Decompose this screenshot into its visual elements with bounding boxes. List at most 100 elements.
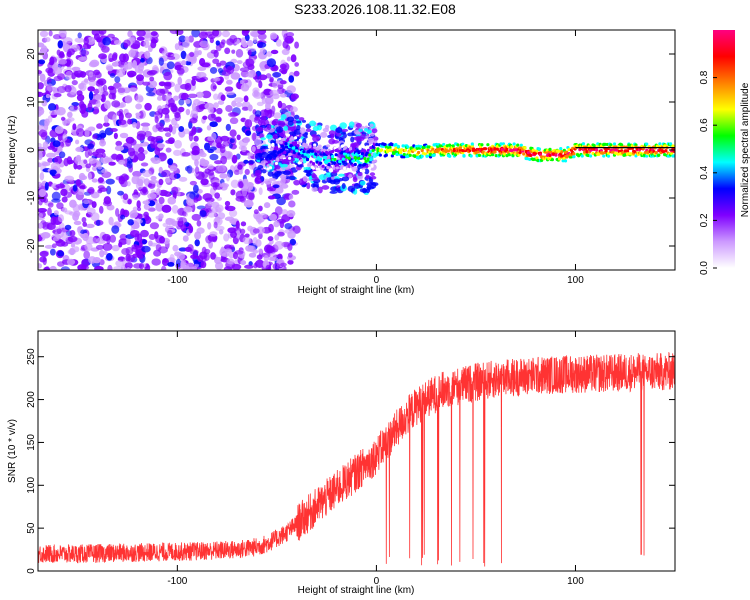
heat-cell (47, 207, 52, 216)
heat-cell (289, 152, 293, 156)
heat-cell (267, 195, 276, 200)
heat-cell (202, 115, 208, 120)
heat-cell (278, 137, 282, 141)
heat-cell (232, 251, 239, 260)
heat-cell (335, 163, 339, 167)
heat-cell (57, 40, 64, 49)
heat-cell (171, 125, 177, 135)
heat-cell (82, 221, 88, 227)
heat-cell (510, 145, 514, 149)
heat-cell (251, 146, 256, 153)
heat-cell (206, 125, 212, 131)
heat-cell (93, 108, 100, 114)
heat-cell (399, 150, 403, 155)
heat-cell (118, 119, 127, 126)
heat-cell (165, 147, 172, 153)
heat-cell (73, 210, 81, 218)
heat-cell (111, 225, 120, 234)
heat-cell (288, 75, 295, 83)
heat-cell (66, 156, 73, 165)
heat-cell (137, 254, 144, 259)
heat-cell (194, 239, 200, 247)
heat-cell (53, 210, 59, 216)
heat-cell (65, 118, 72, 124)
heat-cell (144, 50, 151, 59)
heat-cell (126, 181, 131, 187)
heat-cell (159, 236, 166, 244)
heat-cell (131, 244, 140, 250)
colorbar-label: Normalized spectral amplitude (740, 82, 750, 217)
heat-cell (334, 153, 338, 157)
heat-cell (275, 39, 282, 47)
heat-cell (255, 126, 264, 132)
heat-cell (282, 137, 286, 141)
heat-cell (117, 190, 125, 196)
heat-cell (78, 83, 85, 90)
heat-cell (143, 203, 151, 210)
heat-cell (107, 85, 115, 91)
heat-cell (154, 115, 159, 124)
heat-cell (310, 183, 316, 188)
heat-cell (185, 99, 191, 104)
heat-cell (519, 143, 523, 147)
heat-cell (279, 140, 283, 144)
heat-cell (230, 179, 240, 189)
heat-cell (159, 88, 169, 94)
heat-cell (365, 188, 371, 194)
heat-cell (102, 242, 113, 251)
heat-cell (221, 39, 226, 45)
heat-cell (357, 151, 361, 155)
heat-cell (285, 31, 295, 38)
heat-cell (83, 250, 91, 260)
heat-cell (99, 249, 105, 258)
heat-cell (102, 233, 111, 241)
heat-cell (499, 142, 503, 146)
heat-cell (360, 152, 365, 156)
heat-cell (369, 123, 374, 128)
heat-cell (38, 199, 43, 206)
heat-cell (370, 181, 377, 189)
heat-cell (230, 189, 236, 196)
heat-cell (166, 94, 172, 100)
heat-cell (95, 80, 104, 87)
heat-cell (271, 143, 275, 147)
heat-cell (523, 146, 527, 150)
heat-cell (38, 70, 43, 75)
heat-cell (192, 184, 199, 193)
heat-cell (238, 169, 243, 175)
heat-cell (363, 127, 369, 132)
heat-cell (127, 219, 135, 226)
heat-cell (169, 172, 178, 181)
heat-cell (362, 169, 366, 173)
heat-cell (158, 178, 164, 186)
heat-cell (417, 150, 421, 155)
heat-cell (150, 136, 159, 143)
heat-cell (115, 140, 123, 147)
heat-cell (257, 33, 267, 41)
heat-cell (420, 149, 424, 153)
heat-cell (135, 249, 140, 256)
heat-cell (408, 153, 412, 157)
heat-cell (265, 134, 273, 140)
heat-cell (325, 171, 332, 178)
heat-cell (75, 128, 85, 137)
heat-cell (79, 49, 90, 56)
heat-cell (592, 143, 596, 148)
heat-cell (366, 158, 371, 162)
heat-cell (264, 109, 275, 118)
heat-cell (38, 162, 42, 168)
snr-frame (37, 330, 676, 572)
heat-cell (189, 180, 197, 186)
heat-cell (178, 247, 188, 252)
heat-cell (224, 47, 231, 55)
heat-cell (247, 70, 257, 78)
heat-cell (191, 78, 196, 86)
heat-cell (314, 152, 318, 156)
heat-cell (158, 57, 164, 66)
heat-cell (469, 154, 473, 158)
heat-cell (60, 266, 70, 270)
heat-cell (537, 147, 541, 151)
heat-cell (290, 144, 294, 148)
heat-cell (132, 59, 138, 69)
heat-cell (310, 149, 314, 153)
